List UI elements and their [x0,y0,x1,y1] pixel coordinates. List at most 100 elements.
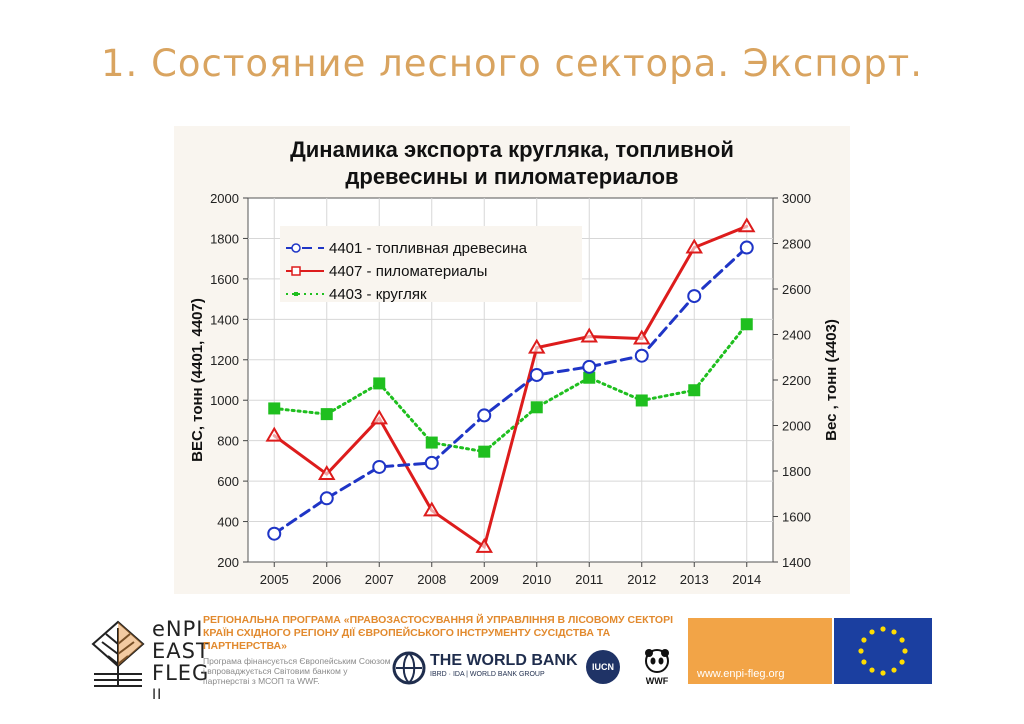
eu-star-icon [902,648,908,654]
site-url[interactable]: www.enpi-fleg.org [697,668,785,680]
right-tick-label: 1600 [782,510,811,525]
eu-star-icon [869,667,875,673]
left-tick-label: 400 [217,515,239,530]
iucn-logo: IUCN [586,650,620,684]
world-bank-subtitle: IBRD · IDA | WORLD BANK GROUP [430,671,545,678]
eu-star-icon [891,667,897,673]
data-point-marker [318,465,336,481]
data-point-marker [582,359,597,374]
right-tick-label: 2800 [782,237,811,252]
left-tick-label: 1800 [210,231,239,246]
x-tick-label: 2005 [260,572,289,587]
data-point-marker [738,217,756,233]
data-point-marker [580,327,598,343]
x-tick-label: 2006 [312,572,341,587]
export-line-chart: Динамика экспорта кругляка, топливной др… [174,126,850,594]
right-tick-label: 2400 [782,328,811,343]
data-point-marker [530,401,543,414]
legend-label: 4401 - топливная древесина [329,240,528,257]
series-line [272,224,749,550]
legend-label: 4403 - кругляк [329,286,427,303]
slide-title: 1. Состояние лесного сектора. Экспорт. [101,42,923,85]
legend-label: 4407 - пиломатериалы [329,263,487,280]
legend-box [280,226,582,302]
series-4401 [267,240,754,541]
right-tick-label: 2600 [782,282,811,297]
enpi-logo-text: eNPI EAST FLEG II [152,618,210,706]
data-point-marker [268,402,281,415]
x-tick-label: 2008 [417,572,446,587]
data-point-marker [528,338,546,354]
right-tick-label: 1400 [782,555,811,570]
data-point-marker [319,491,334,506]
data-point-marker [687,289,702,304]
data-point-marker [267,526,282,541]
x-tick-label: 2013 [680,572,709,587]
eu-star-icon [891,629,897,635]
data-point-marker [583,371,596,384]
eu-star-icon [899,637,905,643]
eu-star-icon [858,648,864,654]
x-tick-label: 2009 [470,572,499,587]
enpi-logo-line: eNPI [152,617,204,641]
data-point-marker [633,329,651,345]
data-point-marker [635,394,648,407]
right-tick-label: 2000 [782,419,811,434]
wwf-label: WWF [646,676,669,686]
eu-star-icon [880,626,886,632]
data-point-marker [370,409,388,425]
legend-entry: 4401 - топливная древесина [286,240,528,257]
data-point-marker [478,445,491,458]
left-tick-label: 1400 [210,312,239,327]
enpi-logo-line: II [152,687,163,703]
left-tick-label: 800 [217,434,239,449]
legend-marker [291,266,301,276]
x-tick-label: 2010 [522,572,551,587]
data-point-marker [372,459,387,474]
data-point-marker [425,436,438,449]
data-point-marker [634,348,649,363]
legend-marker [294,292,298,296]
world-bank-name: THE WORLD BANK [430,652,578,669]
data-point-marker [740,318,753,331]
enpi-tree-icon [91,620,145,687]
data-point-marker [265,426,283,442]
program-title: РЕГІОНАЛЬНА ПРОГРАМА «ПРАВОЗАСТОСУВАННЯ … [203,614,673,652]
legend-marker [291,243,301,253]
right-axis-label: Вес , тонн (4403) [823,319,840,441]
series-layer [265,217,756,553]
legend-entry: 4403 - кругляк [286,286,427,303]
data-point-marker [373,377,386,390]
left-tick-label: 1600 [210,272,239,287]
legend-entry: 4407 - пиломатериалы [286,263,487,280]
left-axis-label: ВЕС, тонн (4401, 4407) [189,298,206,462]
world-bank-globe-icon [392,651,426,685]
right-tick-label: 2200 [782,373,811,388]
x-tick-label: 2012 [627,572,656,587]
chart-title-line-1: Динамика экспорта кругляка, топливной [290,137,734,162]
left-tick-label: 600 [217,474,239,489]
left-tick-label: 1200 [210,353,239,368]
eu-star-icon [899,659,905,665]
wwf-panda-icon: WWF [645,649,669,686]
left-axis: 200 400 600 800 1000 1200 1400 1600 1800 2000 [210,191,248,570]
x-axis: 2005 2006 2007 2008 2009 2010 2011 2012 2013 2014 [260,562,761,587]
x-tick-label: 2014 [732,572,761,587]
x-tick-label: 2011 [575,572,603,587]
eu-flag-icon [834,618,932,684]
data-point-marker [688,384,701,397]
data-point-marker [475,537,493,553]
legend: 4401 - топливная древесина 4407 - пиломат… [280,226,582,303]
orange-banner [688,618,832,684]
right-tick-label: 1800 [782,464,811,479]
data-point-marker [424,455,439,470]
left-tick-label: 200 [217,555,239,570]
enpi-logo-line: EAST [152,639,210,663]
series-line [272,322,749,454]
series-line [272,246,749,536]
program-subtitle: Програма фінансується Європейським Союзо… [203,656,391,686]
eu-star-icon [861,659,867,665]
x-tick-label: 2007 [365,572,394,587]
left-tick-label: 2000 [210,191,239,206]
right-axis: 1400 1600 1800 2000 2200 2400 2600 2800 3000 [773,191,811,570]
